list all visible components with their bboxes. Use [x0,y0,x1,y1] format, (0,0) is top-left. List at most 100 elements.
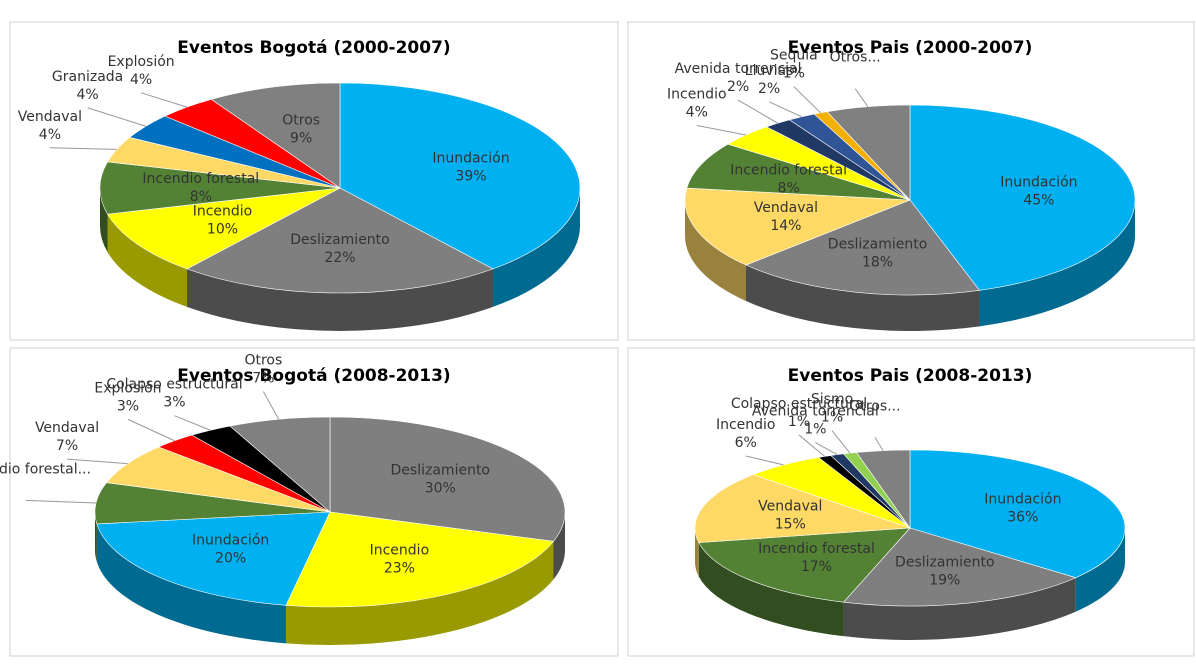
leader-line [831,430,851,454]
pie-slice [745,199,981,296]
category-label: Incendio [716,417,776,433]
pie-slice [909,449,1126,579]
value-label: 1% [821,410,843,426]
panel [627,347,1195,657]
category-label: Colapso estructural [106,377,242,393]
category-label: Vendaval [35,420,99,436]
pie-side [698,542,844,637]
chart-title: Eventos Bogotá (2000-2007) [177,38,450,58]
value-label: 30% [425,481,456,497]
value-label: 1% [804,422,826,438]
value-label: 7% [252,370,274,386]
pie-slice [107,187,341,270]
value-label: 14% [770,218,801,234]
value-label: 36% [1007,510,1038,526]
pie-side [979,200,1135,327]
value-label: 4% [76,87,98,103]
category-label: Explosión [94,380,161,396]
pie-side [745,265,980,331]
category-label: Colapso estructural [731,396,867,412]
pie-side [843,577,1076,641]
leader-line [768,101,802,118]
leader-line [140,92,188,108]
category-label: Avenida torrencial [752,404,879,420]
category-label: Otros [282,113,320,129]
category-label: Inundación [1000,174,1077,190]
category-label: Incendio [193,204,253,220]
leader-line [262,391,280,420]
leader-line [798,434,825,457]
category-label: Vendaval [758,498,822,514]
value-label: 1% [783,66,805,82]
category-label: Inundación [984,492,1061,508]
leader-line [737,99,778,124]
value-label: 7% [56,438,78,454]
value-label: 4% [686,104,708,120]
value-label: 10% [207,222,238,238]
pie-slice [909,104,1136,291]
value-label: 20% [215,551,246,567]
pie-slice [285,511,555,608]
chart-title: Eventos Bogotá (2008-2013) [177,366,450,386]
pie-slice [826,104,911,201]
value-label: 3% [163,395,185,411]
pie-side [95,512,97,562]
category-label: Inundación [192,533,269,549]
pie-side [492,188,580,307]
value-label: 45% [1023,192,1054,208]
pie-side [285,541,554,645]
category-label: Incendio [370,542,430,558]
category-label: Sequía [770,48,818,64]
category-label: Otros [244,352,282,368]
pie-side [96,523,286,644]
leader-line [127,418,175,442]
category-label: Explosión [108,54,175,70]
pie-slice [698,527,911,603]
category-label: Otros... [830,50,881,66]
leader-line [815,442,838,456]
value-label: 39% [455,168,486,184]
category-label: Deslizamiento [828,236,927,252]
value-label: 22% [324,250,355,266]
value-label: 2% [727,79,749,95]
pie-side [685,200,746,302]
value-label: 17% [801,559,832,575]
pie-slice [99,161,341,215]
value-label: 9% [290,131,312,147]
value-label: 18% [862,254,893,270]
value-label: 4% [39,127,61,143]
pie-side [187,268,493,331]
leader-line [174,415,211,431]
leader-line [67,458,128,465]
value-label: 6% [735,435,757,451]
category-label: Incendio forestal [730,163,847,179]
value-label: 2% [758,81,780,97]
leader-line [696,124,747,136]
pie-slice [96,511,331,606]
value-label: 15% [775,516,806,532]
pie-side [553,512,565,580]
pie-slice [686,143,911,201]
pie-slice [210,82,341,189]
category-label: Avenida torrencial [675,61,802,77]
pie-slice [329,416,566,542]
category-label: Vendaval [18,109,82,125]
category-label: Granizada [52,69,123,85]
category-label: Incendio forestal [142,171,259,187]
leader-line [793,86,821,114]
value-label: 3% [117,398,139,414]
pie-slice [105,446,331,513]
pie-slice [339,82,581,270]
pie-slice [229,416,331,513]
chart-title: Eventos Pais (2008-2013) [788,366,1033,386]
leader-line [745,455,784,466]
value-label: 8% [778,181,800,197]
pie-side [695,528,699,577]
value-label: 23% [384,560,415,576]
pie-side [1075,528,1125,612]
value-label: 4% [130,72,152,88]
leader-line [49,147,117,150]
pie-slice [94,482,331,525]
leader-line [87,107,146,127]
